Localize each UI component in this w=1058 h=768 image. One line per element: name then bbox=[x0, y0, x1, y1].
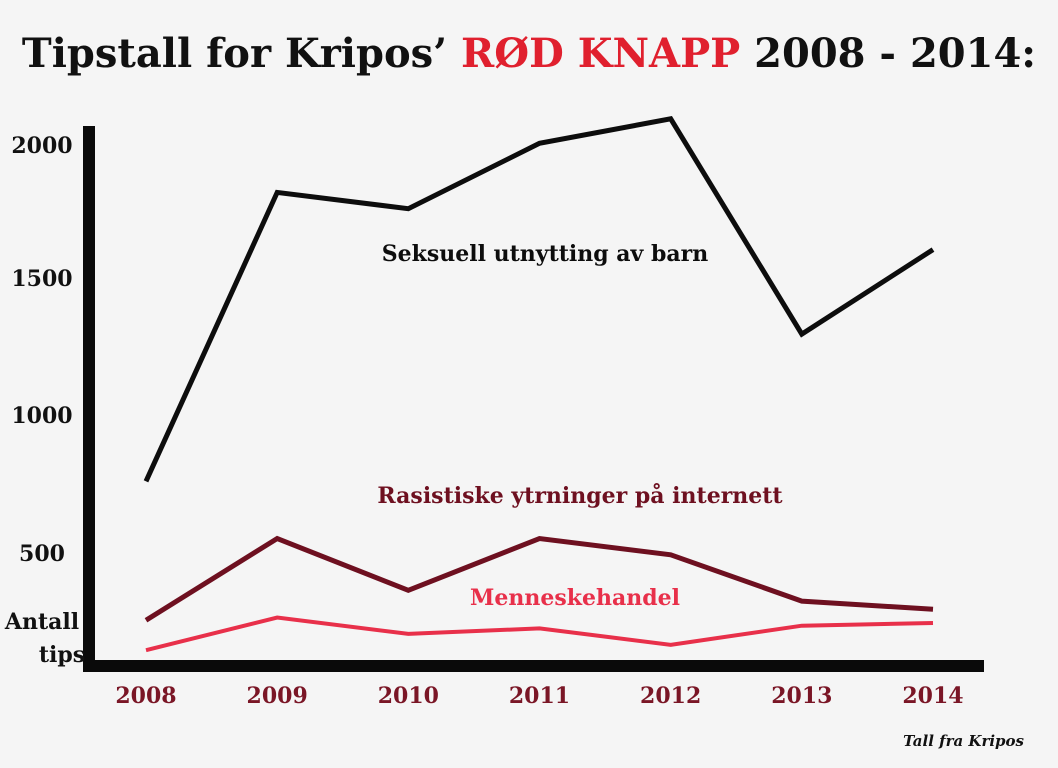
y-tick-label: 500 bbox=[19, 541, 65, 567]
x-tick-label: 2011 bbox=[509, 683, 570, 709]
x-tick-labels: 2008 2009 2010 2011 2012 2013 2014 bbox=[115, 683, 963, 709]
x-tick-label: 2012 bbox=[640, 683, 701, 709]
series-labels: Seksuell utnytting av barn Rasistiske ytr… bbox=[377, 241, 783, 611]
series-label: Seksuell utnytting av barn bbox=[382, 241, 708, 267]
axes bbox=[83, 126, 984, 672]
series-line bbox=[144, 535, 934, 623]
series-label: Rasistiske ytrninger på internett bbox=[377, 483, 783, 509]
source-note: Tall fra Kripos bbox=[903, 732, 1024, 750]
y-tick-label: 1000 bbox=[11, 403, 72, 429]
x-tick-label: 2014 bbox=[902, 683, 963, 709]
y-axis-label: Antall tips bbox=[4, 609, 85, 668]
y-axis-label-line: tips bbox=[39, 642, 85, 668]
x-tick-label: 2013 bbox=[771, 683, 832, 709]
series-lines bbox=[143, 116, 935, 653]
y-tick-label: 2000 bbox=[11, 133, 72, 159]
series-label: Menneskehandel bbox=[470, 585, 680, 611]
title-highlight: RØD KNAPP bbox=[461, 30, 741, 77]
y-tick-labels: 500 1000 1500 2000 bbox=[11, 133, 72, 567]
title-years: 2008 - 2014: bbox=[740, 30, 1037, 77]
y-axis-label-line: Antall bbox=[4, 609, 79, 635]
title-text: Tipstall for Kripos’ bbox=[21, 30, 462, 77]
chart-title: Tipstall for Kripos’ RØD KNAPP 2008 - 20… bbox=[0, 30, 1058, 77]
series-line bbox=[145, 615, 934, 653]
series-line bbox=[143, 116, 935, 483]
y-tick-label: 1500 bbox=[11, 266, 72, 292]
x-tick-label: 2010 bbox=[378, 683, 439, 709]
x-tick-label: 2009 bbox=[247, 683, 308, 709]
x-tick-label: 2008 bbox=[115, 683, 176, 709]
